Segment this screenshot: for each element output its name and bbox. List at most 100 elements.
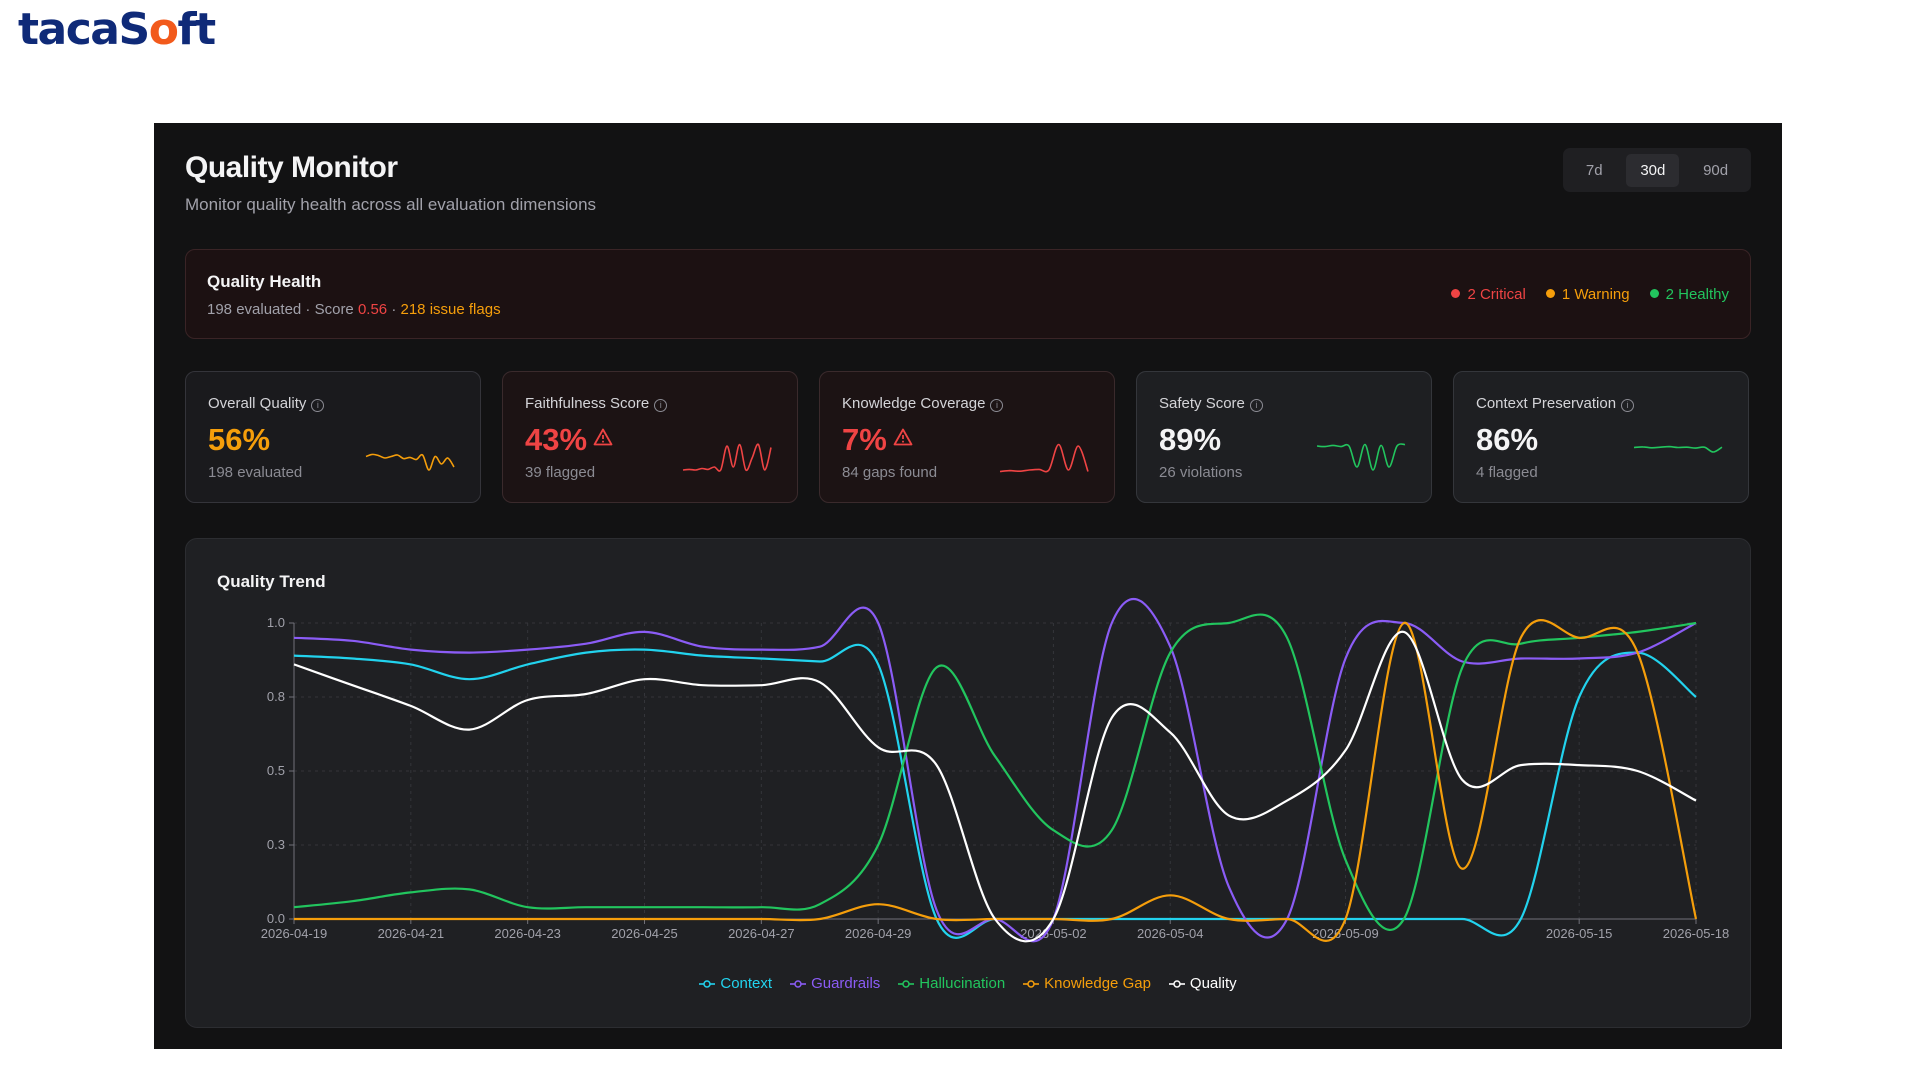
- tacasoft-logo: tacaSoft: [18, 2, 216, 58]
- series-line-hallucination[interactable]: [293, 613, 1697, 931]
- x-tick-label: 2026-04-29: [845, 926, 912, 941]
- metric-value: 86%: [1476, 422, 1538, 458]
- x-tick-label: 2026-05-18: [1663, 926, 1730, 941]
- metric-value-text: 43%: [525, 422, 588, 457]
- status-dot-icon: [1545, 289, 1555, 298]
- y-tick-label: 0.0: [267, 911, 285, 926]
- metric-label-text: Faithfulness Score: [525, 395, 650, 412]
- legend-label: Quality: [1189, 975, 1237, 992]
- legend-label: Guardrails: [811, 975, 881, 992]
- legend-label: Knowledge Gap: [1044, 975, 1151, 992]
- metric-value: 43%: [525, 422, 613, 458]
- metric-label-text: Safety Score: [1159, 395, 1245, 412]
- range-tab-7d[interactable]: 7d: [1585, 161, 1603, 179]
- series-line-quality[interactable]: [293, 630, 1697, 943]
- status-label: 2 Critical: [1467, 286, 1526, 303]
- range-tab-30d[interactable]: 30d: [1626, 153, 1680, 187]
- metric-value: 89%: [1159, 422, 1221, 458]
- health-summary: 198 evaluated · Score 0.56 · 218 issue f…: [207, 301, 501, 318]
- series-line-knowledge-gap[interactable]: [293, 619, 1698, 942]
- legend-item-context[interactable]: Context: [699, 975, 772, 992]
- status-critical: 2 Critical: [1451, 286, 1526, 303]
- y-tick-label: 0.3: [267, 837, 285, 852]
- logo-text: taca: [18, 4, 120, 55]
- status-label: 2 Healthy: [1665, 286, 1729, 303]
- sparkline-path: [999, 443, 1089, 473]
- metric-card-overall-quality[interactable]: Overall Quality i 56% 198 evaluated: [185, 371, 481, 503]
- page-title: Quality Monitor: [185, 151, 398, 184]
- legend-label: Context: [720, 975, 773, 992]
- logo-text: ft: [177, 4, 216, 55]
- legend-item-hallucination[interactable]: Hallucination: [898, 975, 1005, 992]
- chart-title: Quality Trend: [217, 572, 326, 591]
- legend-item-knowledge-gap[interactable]: Knowledge Gap: [1023, 975, 1151, 992]
- health-evaluated: 198 evaluated: [207, 301, 302, 318]
- sparkline: [365, 453, 455, 471]
- metric-card-knowledge-coverage[interactable]: Knowledge Coverage i 7% 84 gaps found: [819, 371, 1115, 503]
- x-tick-label: 2026-05-02: [1020, 926, 1087, 941]
- info-icon[interactable]: i: [1249, 399, 1263, 412]
- status-dot-icon: [1451, 289, 1461, 298]
- metric-card-faithfulness-score[interactable]: Faithfulness Score i 43% 39 flagged: [502, 371, 798, 503]
- separator: ·: [391, 301, 397, 318]
- health-status-list: 2 Critical 1 Warning 2 Healthy: [1451, 286, 1729, 303]
- metric-label: Knowledge Coverage i: [842, 395, 1004, 412]
- x-tick-label: 2026-04-27: [728, 926, 795, 941]
- metric-card-safety-score[interactable]: Safety Score i 89% 26 violations: [1136, 371, 1432, 503]
- x-tick-label: 2026-05-15: [1546, 926, 1613, 941]
- x-tick-label: 2026-04-25: [611, 926, 678, 941]
- legend-label: Hallucination: [919, 975, 1006, 992]
- quality-trend-chart: 0.0 0.3 0.5 0.8 1.0 2026-04-19 2026-04-21 2026-…: [261, 598, 1730, 943]
- sparkline-path: [365, 453, 455, 471]
- x-tick-label: 2026-04-19: [261, 926, 328, 941]
- status-warning: 1 Warning: [1545, 286, 1630, 303]
- metric-card-context-preservation[interactable]: Context Preservation i 86% 4 flagged: [1453, 371, 1749, 503]
- sparkline: [682, 443, 772, 472]
- metric-label: Faithfulness Score i: [525, 395, 668, 412]
- metric-value-text: 56%: [208, 422, 271, 457]
- legend-line-icon: [790, 979, 807, 988]
- status-dot-icon: [1649, 289, 1659, 298]
- time-range-selector: 7d 30d 90d: [1563, 148, 1751, 192]
- metric-label-text: Overall Quality: [208, 395, 307, 412]
- legend-item-guardrails[interactable]: Guardrails: [790, 975, 880, 992]
- health-issue-flags: 218 issue flags: [400, 301, 501, 318]
- metric-subtext: 198 evaluated: [208, 464, 303, 481]
- metric-value-text: 7%: [842, 422, 887, 457]
- metric-label-text: Context Preservation: [1476, 395, 1617, 412]
- x-tick-label: 2026-05-04: [1137, 926, 1204, 941]
- quality-monitor-panel: Quality Monitor Monitor quality health a…: [154, 123, 1782, 1049]
- info-icon[interactable]: i: [654, 399, 668, 412]
- sparkline-path: [682, 443, 772, 472]
- metric-label: Safety Score i: [1159, 395, 1263, 412]
- info-icon[interactable]: i: [311, 399, 325, 412]
- sparkline: [999, 443, 1089, 473]
- x-tick-label: 2026-04-23: [494, 926, 560, 941]
- health-score-label: Score: [314, 301, 354, 318]
- metric-label-text: Knowledge Coverage: [842, 395, 986, 412]
- metric-subtext: 39 flagged: [525, 464, 596, 481]
- metric-subtext: 84 gaps found: [842, 464, 938, 481]
- info-icon[interactable]: i: [990, 399, 1004, 412]
- health-title: Quality Health: [207, 272, 322, 291]
- page-subtitle: Monitor quality health across all evalua…: [185, 195, 597, 214]
- legend-line-icon: [1023, 979, 1040, 988]
- metric-value-text: 86%: [1476, 422, 1539, 457]
- y-tick-label: 0.5: [267, 763, 285, 778]
- range-tab-90d[interactable]: 90d: [1703, 161, 1729, 179]
- chart-legend: Context Guardrails Hallucination Knowledge …: [186, 975, 1750, 992]
- quality-health-banner: Quality Health 198 evaluated · Score 0.5…: [185, 249, 1751, 339]
- info-icon[interactable]: i: [1621, 399, 1635, 412]
- legend-line-icon: [898, 979, 915, 988]
- legend-item-quality[interactable]: Quality: [1168, 975, 1237, 992]
- sparkline: [1633, 445, 1723, 453]
- x-tick-label: 2026-04-21: [378, 926, 445, 941]
- status-healthy: 2 Healthy: [1649, 286, 1729, 303]
- y-tick-label: 0.8: [267, 689, 285, 704]
- series-line-guardrails[interactable]: [293, 598, 1697, 943]
- sparkline-path: [1633, 445, 1723, 453]
- metric-value: 7%: [842, 422, 913, 458]
- series-line-context[interactable]: [293, 643, 1697, 939]
- status-label: 1 Warning: [1561, 286, 1630, 303]
- warning-icon: [893, 428, 913, 446]
